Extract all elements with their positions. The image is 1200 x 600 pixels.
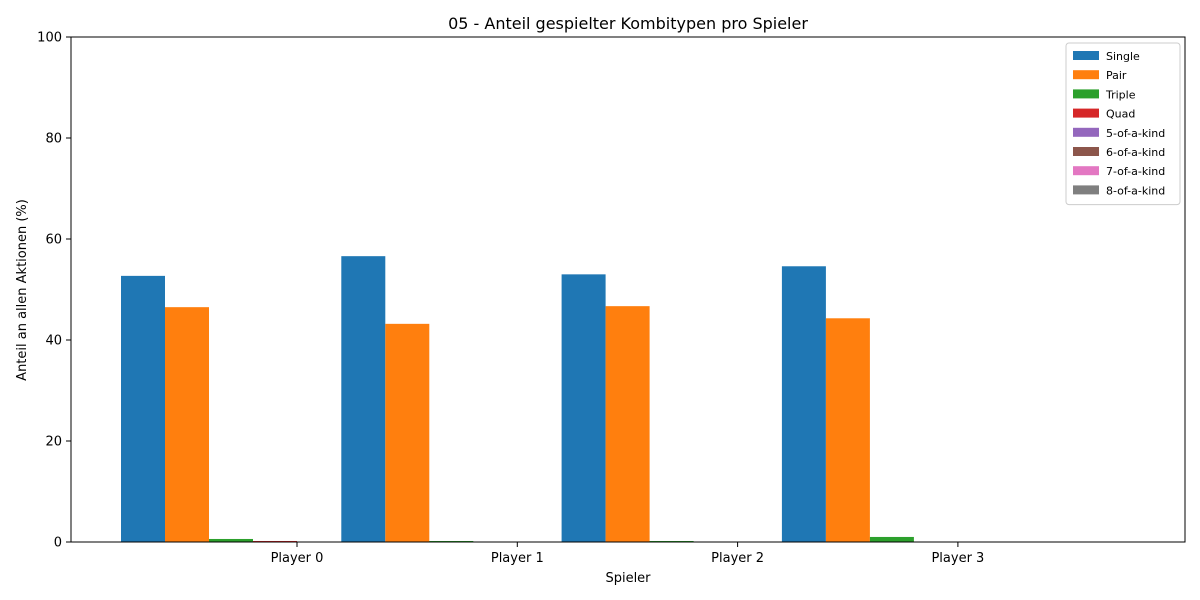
legend-swatch [1073, 51, 1099, 60]
y-axis-label: Anteil an allen Aktionen (%) [15, 199, 30, 381]
legend-label: 7-of-a-kind [1106, 165, 1165, 178]
legend: Single Pair Triple Quad 5-of-a-kind 6-of-a-ki… [1065, 42, 1181, 206]
y-tick-label: 80 [45, 132, 62, 147]
y-tick-label: 60 [45, 233, 62, 248]
legend-label: Single [1106, 50, 1140, 63]
bar [385, 323, 430, 542]
bar [121, 275, 165, 542]
legend-swatch [1073, 147, 1099, 156]
x-tick-label: Player 3 [931, 551, 984, 566]
bar [561, 274, 606, 542]
axes-group: 0 20 40 60 80 100 Player 0 Player 1 Player 2 Play… [37, 31, 1186, 566]
legend-label: Pair [1106, 69, 1127, 82]
legend-swatch [1073, 166, 1099, 176]
x-tick-label: Player 1 [491, 551, 544, 566]
legend-label: Triple [1105, 88, 1136, 101]
bar [649, 540, 694, 542]
x-tick-label: Player 0 [271, 551, 324, 566]
bar [253, 540, 297, 542]
bar [605, 306, 650, 542]
legend-box [1065, 42, 1181, 206]
chart-title: 05 - Anteil gespielter Kombitypen pro Sp… [448, 14, 808, 33]
bar [869, 536, 914, 542]
x-axis-label: Spieler [605, 571, 651, 586]
bar [341, 256, 386, 542]
legend-label: 8-of-a-kind [1106, 184, 1165, 197]
y-tick-label: 40 [45, 334, 62, 349]
bar [781, 266, 826, 542]
legend-swatch [1073, 108, 1099, 118]
legend-label: Quad [1106, 108, 1135, 121]
bar [429, 540, 474, 542]
y-tick-label: 20 [45, 435, 62, 450]
x-tick-label: Player 2 [711, 551, 764, 566]
bar [209, 538, 253, 542]
legend-label: 6-of-a-kind [1106, 146, 1165, 159]
bar [165, 307, 209, 542]
legend-swatch [1073, 127, 1099, 137]
y-tick-label: 100 [37, 31, 62, 46]
plot-frame [70, 36, 1186, 543]
legend-swatch [1073, 89, 1099, 99]
bar [825, 318, 870, 542]
legend-swatch [1073, 185, 1099, 195]
y-tick-label: 0 [54, 536, 62, 551]
legend-label: 5-of-a-kind [1106, 127, 1165, 140]
legend-swatch [1073, 70, 1099, 80]
bars-group [121, 256, 914, 542]
